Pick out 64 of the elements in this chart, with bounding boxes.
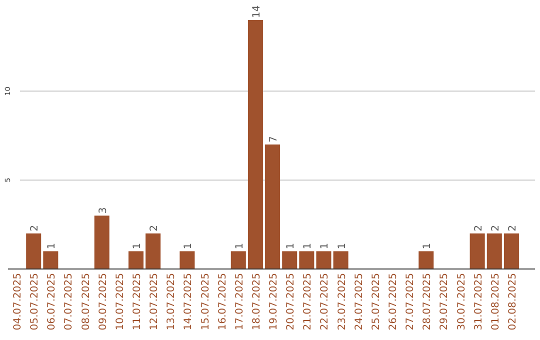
bar <box>128 251 144 269</box>
data-label: 1 <box>132 242 143 250</box>
x-tick-label: 14.07.2025 <box>183 273 194 330</box>
data-label: 1 <box>234 242 246 250</box>
x-tick-label: 28.07.2025 <box>422 273 434 330</box>
bar <box>26 233 42 269</box>
data-label: 1 <box>336 242 348 250</box>
bar <box>282 251 298 269</box>
data-label: 2 <box>473 225 484 232</box>
x-tick-label: 16.07.2025 <box>217 273 228 330</box>
x-tick-label: 09.07.2025 <box>98 273 109 330</box>
x-tick-label: 11.07.2025 <box>132 273 143 330</box>
data-label: 1 <box>320 242 331 250</box>
bar <box>180 251 195 269</box>
x-tick-label: 23.07.2025 <box>336 273 348 330</box>
x-tick-label: 25.07.2025 <box>370 273 382 330</box>
data-label: 2 <box>149 225 160 232</box>
x-tick-label: 21.07.2025 <box>302 273 314 330</box>
bar <box>43 251 58 269</box>
data-label: 7 <box>268 136 280 142</box>
data-label: 3 <box>98 207 109 214</box>
data-label: 1 <box>302 242 314 250</box>
bar <box>248 20 263 269</box>
bar <box>333 251 348 269</box>
bar <box>94 216 110 269</box>
x-tick-label: 05.07.2025 <box>30 273 41 330</box>
x-tick-label: 18.07.2025 <box>251 273 262 330</box>
data-label: 2 <box>507 225 518 232</box>
x-tick-label: 04.07.2025 <box>12 273 24 330</box>
x-tick-label: 24.07.2025 <box>354 273 365 330</box>
x-tick-label: 26.07.2025 <box>388 273 399 330</box>
bar <box>316 251 332 269</box>
x-tick-label: 08.07.2025 <box>80 273 92 330</box>
x-tick-label: 15.07.2025 <box>200 273 212 330</box>
data-label: 2 <box>30 225 41 232</box>
bar <box>470 233 485 269</box>
x-tick-label: 07.07.2025 <box>64 273 75 330</box>
bar <box>146 233 161 269</box>
bar <box>230 251 246 269</box>
x-tick-label: 29.07.2025 <box>439 273 450 330</box>
x-tick-label: 06.07.2025 <box>46 273 58 330</box>
data-label: 14 <box>251 5 262 18</box>
x-tick-label: 20.07.2025 <box>286 273 297 330</box>
data-label: 1 <box>286 242 297 250</box>
x-tick-label: 17.07.2025 <box>234 273 246 330</box>
bar <box>504 233 519 269</box>
x-tick-label: 27.07.2025 <box>405 273 416 330</box>
x-tick-label: 02.08.2025 <box>507 273 518 330</box>
data-label: 2 <box>490 225 502 232</box>
x-tick-label: 19.07.2025 <box>268 273 280 330</box>
x-tick-label: 12.07.2025 <box>149 273 160 330</box>
x-tick-label: 13.07.2025 <box>166 273 178 330</box>
bar <box>486 233 502 269</box>
data-label: 1 <box>46 242 58 250</box>
bar <box>418 251 434 269</box>
x-tick-label: 22.07.2025 <box>320 273 331 330</box>
bar <box>299 251 314 269</box>
bar <box>265 144 280 269</box>
data-label: 1 <box>183 242 194 250</box>
x-tick-label: 01.08.2025 <box>490 273 502 330</box>
x-tick-label: 30.07.2025 <box>456 273 468 330</box>
data-label: 1 <box>422 242 434 250</box>
x-tick-label: 10.07.2025 <box>114 273 126 330</box>
x-tick-label: 31.07.2025 <box>473 273 484 330</box>
